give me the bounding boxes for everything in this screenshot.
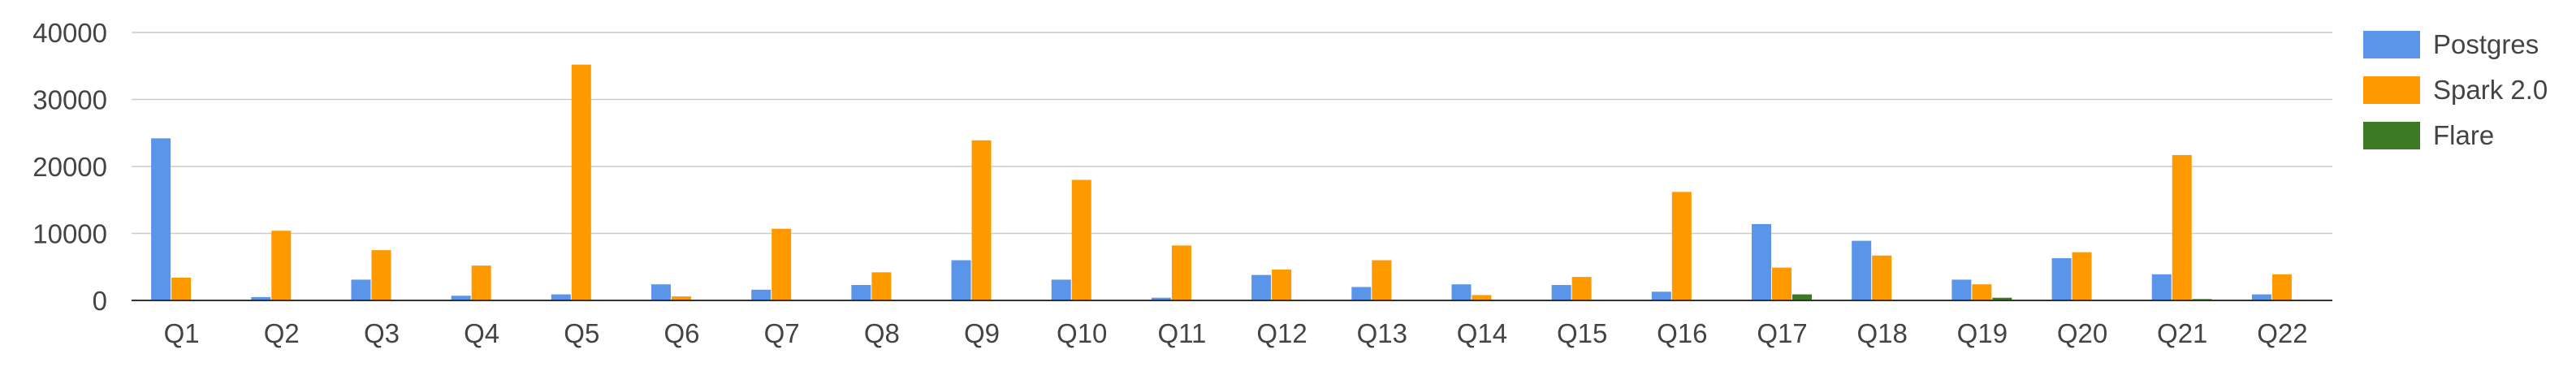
bar-spark-2-0-q5 <box>571 64 591 300</box>
x-tick-label: Q2 <box>264 318 300 348</box>
bar-postgres-q5 <box>551 294 571 300</box>
bar-postgres-q19 <box>1951 279 1972 300</box>
x-tick-label: Q15 <box>1557 318 1607 348</box>
x-tick-label: Q11 <box>1157 318 1206 348</box>
x-tick-label: Q8 <box>864 318 900 348</box>
bars-layer <box>151 64 2312 300</box>
bar-postgres-q15 <box>1551 285 1571 300</box>
bar-postgres-q9 <box>951 260 971 300</box>
bar-postgres-q16 <box>1651 291 1671 300</box>
x-tick-label: Q22 <box>2257 318 2307 348</box>
bar-spark-2-0-q19 <box>1972 284 1992 300</box>
legend-item-spark-2-0: Spark 2.0 <box>2363 75 2548 105</box>
y-tick-label: 40000 <box>32 18 107 48</box>
bar-spark-2-0-q10 <box>1071 179 1091 300</box>
legend: Postgres Spark 2.0 Flare <box>2363 29 2548 150</box>
bar-spark-2-0-q8 <box>871 272 892 300</box>
bar-flare-q19 <box>1992 297 2012 300</box>
x-tick-label: Q20 <box>2057 318 2107 348</box>
bar-spark-2-0-q6 <box>672 296 691 300</box>
x-tick-label: Q7 <box>764 318 800 348</box>
bar-spark-2-0-q17 <box>1772 267 1792 300</box>
x-tick-label: Q3 <box>364 318 400 348</box>
grid-layer <box>132 32 2332 235</box>
bar-postgres-q13 <box>1351 287 1372 300</box>
axis-layer: 0 10000 20000 30000 40000 Q1 Q2 Q3 Q4 Q5 Q6 Q7 Q8 Q9 Q… <box>32 18 2332 348</box>
x-tick-label: Q1 <box>164 318 200 348</box>
bar-spark-2-0-q13 <box>1372 260 1392 300</box>
legend-label: Postgres <box>2433 29 2539 59</box>
bar-spark-2-0-q1 <box>171 277 192 300</box>
bar-spark-2-0-q21 <box>2172 154 2192 300</box>
x-tick-label: Q4 <box>464 318 499 348</box>
x-tick-label: Q16 <box>1657 318 1707 348</box>
bar-spark-2-0-q20 <box>2072 252 2092 300</box>
x-tick-label: Q19 <box>1957 318 2008 348</box>
bar-spark-2-0-q2 <box>271 231 292 300</box>
bar-spark-2-0-q15 <box>1571 277 1592 300</box>
bar-spark-2-0-q12 <box>1272 270 1292 300</box>
bar-spark-2-0-q7 <box>772 228 792 300</box>
bar-postgres-q1 <box>151 138 171 300</box>
bar-postgres-q22 <box>2251 294 2271 300</box>
legend-label: Flare <box>2433 120 2494 150</box>
x-tick-label: Q17 <box>1757 318 1807 348</box>
bar-spark-2-0-q18 <box>1872 255 1892 300</box>
legend-item-postgres: Postgres <box>2363 29 2539 59</box>
x-tick-label: Q14 <box>1457 318 1507 348</box>
bar-flare-q17 <box>1792 294 1812 300</box>
bar-spark-2-0-q11 <box>1171 245 1191 300</box>
bar-postgres-q21 <box>2151 274 2172 300</box>
bar-postgres-q6 <box>651 284 671 300</box>
legend-item-flare: Flare <box>2363 120 2494 150</box>
bar-postgres-q18 <box>1852 240 1872 300</box>
legend-swatch <box>2363 122 2420 149</box>
legend-label: Spark 2.0 <box>2433 75 2548 105</box>
bar-postgres-q12 <box>1251 274 1272 300</box>
bar-postgres-q20 <box>2051 258 2072 300</box>
bar-postgres-q2 <box>251 296 271 300</box>
x-tick-label: Q10 <box>1057 318 1107 348</box>
bar-postgres-q10 <box>1051 279 1071 300</box>
x-tick-label: Q12 <box>1256 318 1307 348</box>
x-tick-label: Q9 <box>964 318 1000 348</box>
bar-postgres-q4 <box>451 296 471 300</box>
bar-postgres-q3 <box>351 279 371 300</box>
bar-spark-2-0-q14 <box>1472 295 1492 300</box>
x-tick-label: Q5 <box>564 318 599 348</box>
legend-swatch <box>2363 76 2420 104</box>
y-tick-label: 30000 <box>32 85 107 115</box>
bar-spark-2-0-q16 <box>1671 192 1692 300</box>
legend-swatch <box>2363 31 2420 58</box>
bar-spark-2-0-q3 <box>371 250 391 300</box>
bar-spark-2-0-q22 <box>2271 274 2292 300</box>
x-tick-label: Q13 <box>1357 318 1407 348</box>
x-tick-label: Q18 <box>1856 318 1907 348</box>
bar-postgres-q8 <box>851 285 871 300</box>
y-tick-label: 10000 <box>32 219 107 249</box>
bar-spark-2-0-q4 <box>471 266 491 300</box>
bar-postgres-q14 <box>1451 284 1472 300</box>
y-tick-label: 0 <box>93 286 107 316</box>
y-tick-label: 20000 <box>32 152 107 182</box>
bar-postgres-q7 <box>751 289 772 300</box>
bar-spark-2-0-q9 <box>971 140 992 300</box>
bar-postgres-q11 <box>1151 297 1171 300</box>
x-tick-label: Q21 <box>2157 318 2207 348</box>
bar-postgres-q17 <box>1752 223 1771 300</box>
x-tick-label: Q6 <box>663 318 699 348</box>
